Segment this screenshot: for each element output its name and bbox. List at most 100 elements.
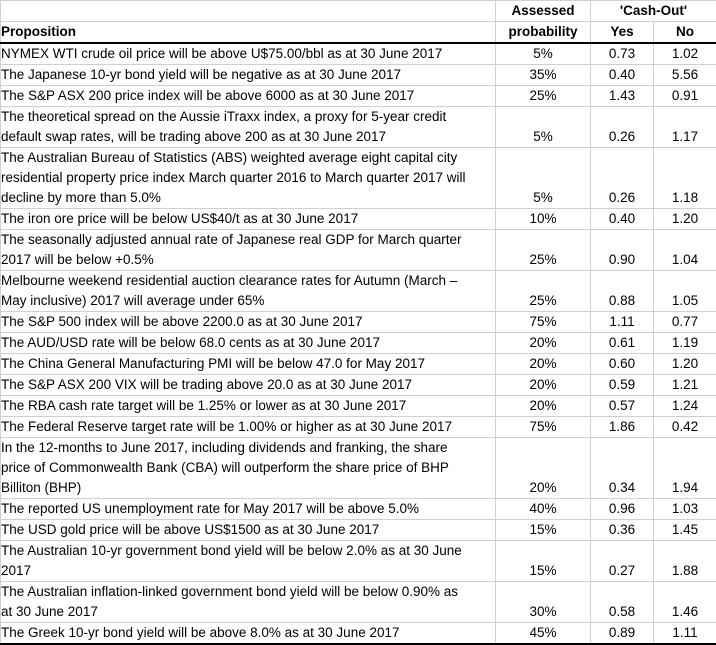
header-row-bottom: Proposition probability Yes No xyxy=(1,22,716,44)
no-cell: 1.04 xyxy=(654,230,716,271)
yes-cell: 0.59 xyxy=(591,375,654,396)
yes-cell: 0.90 xyxy=(591,230,654,271)
probability-cell: 45% xyxy=(496,623,591,645)
proposition-cell: Melbourne weekend residential auction cl… xyxy=(1,271,496,312)
table-row: In the 12-months to June 2017, including… xyxy=(1,438,716,499)
table-row: The AUD/USD rate will be below 68.0 cent… xyxy=(1,333,716,354)
proposition-cell: The Australian inflation-linked governme… xyxy=(1,582,496,623)
yes-cell: 0.96 xyxy=(591,499,654,520)
proposition-cell: The RBA cash rate target will be 1.25% o… xyxy=(1,396,496,417)
no-cell: 1.17 xyxy=(654,107,716,148)
proposition-cell: The iron ore price will be below US$40/t… xyxy=(1,209,496,230)
header-cashout: 'Cash-Out' xyxy=(591,1,716,22)
yes-cell: 0.27 xyxy=(591,541,654,582)
no-cell: 1.21 xyxy=(654,375,716,396)
table-row: The USD gold price will be above US$1500… xyxy=(1,520,716,541)
table-row: The reported US unemployment rate for Ma… xyxy=(1,499,716,520)
proposition-cell: The Australian Bureau of Statistics (ABS… xyxy=(1,148,496,209)
probability-cell: 25% xyxy=(496,86,591,107)
no-cell: 1.02 xyxy=(654,43,716,65)
proposition-cell: The China General Manufacturing PMI will… xyxy=(1,354,496,375)
yes-cell: 1.86 xyxy=(591,417,654,438)
probability-cell: 20% xyxy=(496,438,591,499)
yes-cell: 0.89 xyxy=(591,623,654,645)
table-row: NYMEX WTI crude oil price will be above … xyxy=(1,43,716,65)
probability-cell: 25% xyxy=(496,230,591,271)
header-row-top: Assessed 'Cash-Out' xyxy=(1,1,716,22)
probability-cell: 20% xyxy=(496,375,591,396)
proposition-cell: The S&P 500 index will be above 2200.0 a… xyxy=(1,312,496,333)
probability-cell: 15% xyxy=(496,541,591,582)
proposition-cell: The reported US unemployment rate for Ma… xyxy=(1,499,496,520)
table-row: The China General Manufacturing PMI will… xyxy=(1,354,716,375)
probability-cell: 10% xyxy=(496,209,591,230)
table-row: The Australian 10-yr government bond yie… xyxy=(1,541,716,582)
yes-cell: 0.40 xyxy=(591,209,654,230)
proposition-cell: The theoretical spread on the Aussie iTr… xyxy=(1,107,496,148)
proposition-cell: The Australian 10-yr government bond yie… xyxy=(1,541,496,582)
proposition-cell: The S&P ASX 200 VIX will be trading abov… xyxy=(1,375,496,396)
yes-cell: 1.43 xyxy=(591,86,654,107)
yes-cell: 0.61 xyxy=(591,333,654,354)
no-cell: 1.24 xyxy=(654,396,716,417)
probability-cell: 15% xyxy=(496,520,591,541)
proposition-cell: The AUD/USD rate will be below 68.0 cent… xyxy=(1,333,496,354)
table-row: The iron ore price will be below US$40/t… xyxy=(1,209,716,230)
table-row: Melbourne weekend residential auction cl… xyxy=(1,271,716,312)
yes-cell: 0.60 xyxy=(591,354,654,375)
yes-cell: 0.26 xyxy=(591,107,654,148)
no-cell: 1.94 xyxy=(654,438,716,499)
table-row: The S&P ASX 200 VIX will be trading abov… xyxy=(1,375,716,396)
header-empty-cell xyxy=(1,1,496,22)
table-row: The seasonally adjusted annual rate of J… xyxy=(1,230,716,271)
proposition-cell: The Greek 10-yr bond yield will be above… xyxy=(1,623,496,645)
header-yes: Yes xyxy=(591,22,654,44)
table-row: The theoretical spread on the Aussie iTr… xyxy=(1,107,716,148)
no-cell: 1.20 xyxy=(654,209,716,230)
no-cell: 1.05 xyxy=(654,271,716,312)
proposition-cell: In the 12-months to June 2017, including… xyxy=(1,438,496,499)
probability-cell: 75% xyxy=(496,312,591,333)
header-assessed-line2: probability xyxy=(496,22,591,44)
header-no: No xyxy=(654,22,716,44)
proposition-cell: The Japanese 10-yr bond yield will be ne… xyxy=(1,65,496,86)
table-row: The S&P 500 index will be above 2200.0 a… xyxy=(1,312,716,333)
proposition-cell: NYMEX WTI crude oil price will be above … xyxy=(1,43,496,65)
table-row: The Greek 10-yr bond yield will be above… xyxy=(1,623,716,645)
no-cell: 0.77 xyxy=(654,312,716,333)
table-body: NYMEX WTI crude oil price will be above … xyxy=(1,43,716,644)
proposition-cell: The Federal Reserve target rate will be … xyxy=(1,417,496,438)
probability-cell: 20% xyxy=(496,354,591,375)
probability-cell: 20% xyxy=(496,333,591,354)
probability-cell: 5% xyxy=(496,107,591,148)
probability-cell: 5% xyxy=(496,148,591,209)
probability-cell: 25% xyxy=(496,271,591,312)
yes-cell: 0.34 xyxy=(591,438,654,499)
no-cell: 0.42 xyxy=(654,417,716,438)
header-assessed-line1: Assessed xyxy=(496,1,591,22)
no-cell: 0.91 xyxy=(654,86,716,107)
table-row: The RBA cash rate target will be 1.25% o… xyxy=(1,396,716,417)
probability-cell: 5% xyxy=(496,43,591,65)
yes-cell: 0.88 xyxy=(591,271,654,312)
yes-cell: 1.11 xyxy=(591,312,654,333)
table-header: Assessed 'Cash-Out' Proposition probabil… xyxy=(1,1,716,44)
probability-cell: 20% xyxy=(496,396,591,417)
yes-cell: 0.40 xyxy=(591,65,654,86)
proposition-cell: The USD gold price will be above US$1500… xyxy=(1,520,496,541)
probability-cell: 40% xyxy=(496,499,591,520)
table-row: The Australian Bureau of Statistics (ABS… xyxy=(1,148,716,209)
no-cell: 1.18 xyxy=(654,148,716,209)
no-cell: 1.45 xyxy=(654,520,716,541)
no-cell: 1.20 xyxy=(654,354,716,375)
yes-cell: 0.73 xyxy=(591,43,654,65)
yes-cell: 0.57 xyxy=(591,396,654,417)
table-row: The Australian inflation-linked governme… xyxy=(1,582,716,623)
yes-cell: 0.36 xyxy=(591,520,654,541)
proposition-cell: The seasonally adjusted annual rate of J… xyxy=(1,230,496,271)
no-cell: 1.46 xyxy=(654,582,716,623)
no-cell: 1.11 xyxy=(654,623,716,645)
no-cell: 1.88 xyxy=(654,541,716,582)
header-proposition: Proposition xyxy=(1,22,496,44)
